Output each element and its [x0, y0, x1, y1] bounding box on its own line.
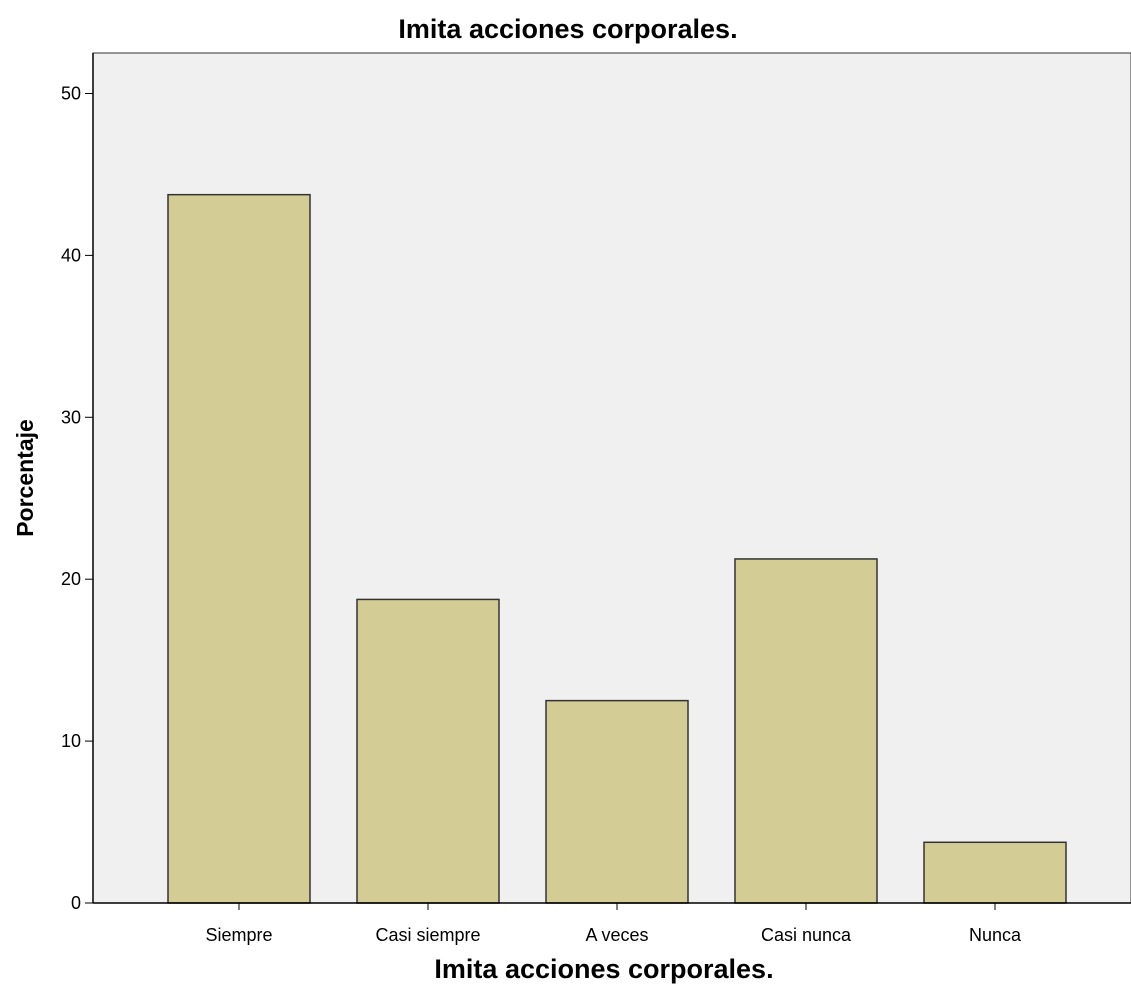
y-axis-ticks: 0 10 20 30 40 50: [61, 83, 93, 913]
y-tick-label: 40: [61, 245, 81, 265]
bar-a-veces: [545, 699, 689, 904]
x-tick-label: Casi nunca: [761, 925, 852, 945]
y-tick-label: 0: [71, 893, 81, 913]
y-axis-label: Porcentaje: [12, 419, 38, 537]
x-tick-label: Nunca: [969, 925, 1022, 945]
bar-siempre: [167, 193, 311, 904]
x-tick-label: Casi siempre: [375, 925, 480, 945]
y-tick-label: 30: [61, 407, 81, 427]
x-axis-label: Imita acciones corporales.: [434, 954, 773, 984]
bars-group: [167, 193, 1067, 904]
x-axis-ticks: Siempre Casi siempre A veces Casi nunca Nunc…: [205, 903, 1022, 945]
y-tick-label: 20: [61, 569, 81, 589]
y-tick-label: 50: [61, 83, 81, 103]
chart-title: Imita acciones corporales.: [398, 14, 737, 44]
x-tick-label: Siempre: [205, 925, 272, 945]
bar-casi-nunca: [734, 558, 878, 904]
x-tick-label: A veces: [585, 925, 648, 945]
y-tick-label: 10: [61, 731, 81, 751]
bar-casi-siempre: [356, 598, 500, 904]
bar-nunca: [923, 841, 1067, 904]
